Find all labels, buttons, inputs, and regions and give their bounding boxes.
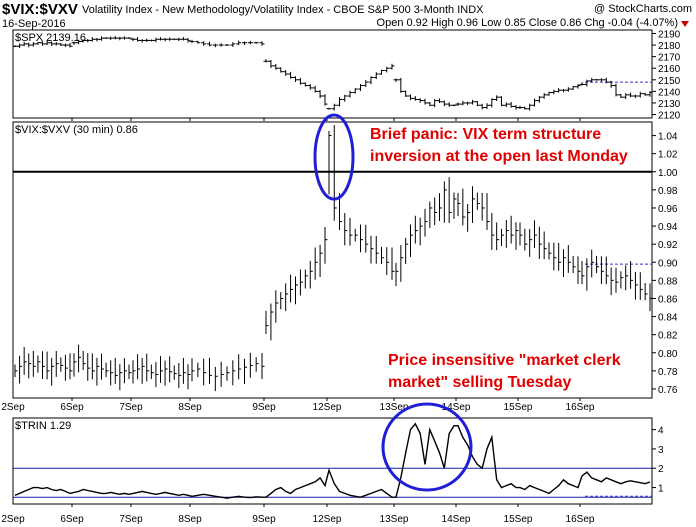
x-tick-label: 2Sep — [1, 402, 25, 413]
y-tick-label: 2150 — [658, 76, 681, 87]
y-tick-label: 2180 — [658, 41, 681, 52]
x-tick-label: 2Sep — [1, 514, 25, 525]
panel-title: $VIX:$VXV (30 min) 0.86 — [15, 124, 138, 136]
x-tick-label: 12Sep — [313, 402, 342, 413]
panel-frame — [12, 417, 653, 505]
chart-description: Volatility Index - New Methodology/Volat… — [82, 4, 484, 16]
trin-panel: 1 2 3 4 $TRIN 1.29 2Sep 6Sep 7Sep 8Sep 9Sep 12Sep 1… — [1, 417, 664, 525]
x-tick-label: 9Sep — [252, 514, 276, 525]
y-tick-label: 0.78 — [658, 367, 678, 378]
trin-line — [14, 422, 651, 499]
x-tick-label: 6Sep — [60, 514, 84, 525]
y-tick-label: 2190 — [658, 29, 681, 40]
x-tick-label: 15Sep — [504, 514, 533, 525]
panel-frame — [12, 29, 653, 119]
panel-title: $TRIN 1.29 — [15, 420, 71, 432]
y-tick-label: 2140 — [658, 87, 681, 98]
y-tick-label: 0.76 — [658, 385, 678, 396]
x-tick-label: 14Sep — [442, 514, 471, 525]
clerk-annotation-line2: market" selling Tuesday — [388, 374, 571, 391]
y-tick-label: 4 — [658, 426, 664, 437]
panel-title: $SPX 2139.16 — [15, 32, 86, 44]
clerk-annotation-line1: Price insensitive "market clerk — [388, 352, 621, 369]
x-tick-label: 13Sep — [380, 402, 409, 413]
stockcharts-watermark: @ StockCharts.com — [594, 3, 692, 15]
y-tick-label: 2170 — [658, 53, 681, 64]
x-tick-label: 7Sep — [119, 402, 143, 413]
y-tick-label: 1.00 — [658, 168, 678, 179]
y-tick-label: 0.96 — [658, 204, 678, 215]
y-tick-label: 0.84 — [658, 313, 678, 324]
y-tick-label: 1.04 — [658, 132, 678, 143]
y-tick-label: 0.82 — [658, 331, 678, 342]
x-tick-label: 12Sep — [313, 514, 342, 525]
panic-annotation-line1: Brief panic: VIX term structure — [370, 126, 601, 143]
y-tick-label: 2120 — [658, 111, 681, 122]
y-tick-label: 0.90 — [658, 258, 678, 269]
x-tick-label: 7Sep — [119, 514, 143, 525]
y-tick-label: 0.86 — [658, 294, 678, 305]
panic-annotation-line2: inversion at the open last Monday — [370, 148, 628, 165]
trin-spike-circle — [381, 402, 473, 492]
panel-frame — [12, 121, 653, 399]
x-tick-label: 8Sep — [178, 402, 202, 413]
panic-highlight-circle — [313, 113, 355, 201]
y-tick-label: 0.80 — [658, 349, 678, 360]
y-tick-label: 2 — [658, 464, 664, 475]
x-tick-label: 16Sep — [566, 402, 595, 413]
x-tick-label: 16Sep — [566, 514, 595, 525]
chart-date: 16-Sep-2016 — [2, 18, 66, 30]
vix-vxv-panel: 0.76 0.78 0.80 0.82 0.84 0.86 0.88 0.90 0.92 0.94… — [1, 121, 678, 413]
x-tick-label: 14Sep — [442, 402, 471, 413]
y-tick-label: 0.94 — [658, 222, 678, 233]
chart-symbol: $VIX:$VXV — [2, 1, 78, 18]
chg-down-arrow-icon — [681, 21, 689, 27]
y-tick-label: 0.98 — [658, 186, 678, 197]
y-tick-label: 1.02 — [658, 150, 678, 161]
y-tick-label: 2130 — [658, 99, 681, 110]
ohlc-readout: Open 0.92 High 0.96 Low 0.85 Close 0.86 … — [377, 17, 678, 29]
x-tick-label: 6Sep — [60, 402, 84, 413]
y-tick-label: 0.88 — [658, 276, 678, 287]
y-tick-label: 0.92 — [658, 240, 678, 251]
y-tick-label: 1 — [658, 484, 664, 495]
y-tick-label: 3 — [658, 445, 664, 456]
x-tick-label: 13Sep — [380, 514, 409, 525]
x-tick-label: 15Sep — [504, 402, 533, 413]
y-tick-label: 2160 — [658, 64, 681, 75]
x-tick-label: 9Sep — [252, 402, 276, 413]
x-tick-label: 8Sep — [178, 514, 202, 525]
